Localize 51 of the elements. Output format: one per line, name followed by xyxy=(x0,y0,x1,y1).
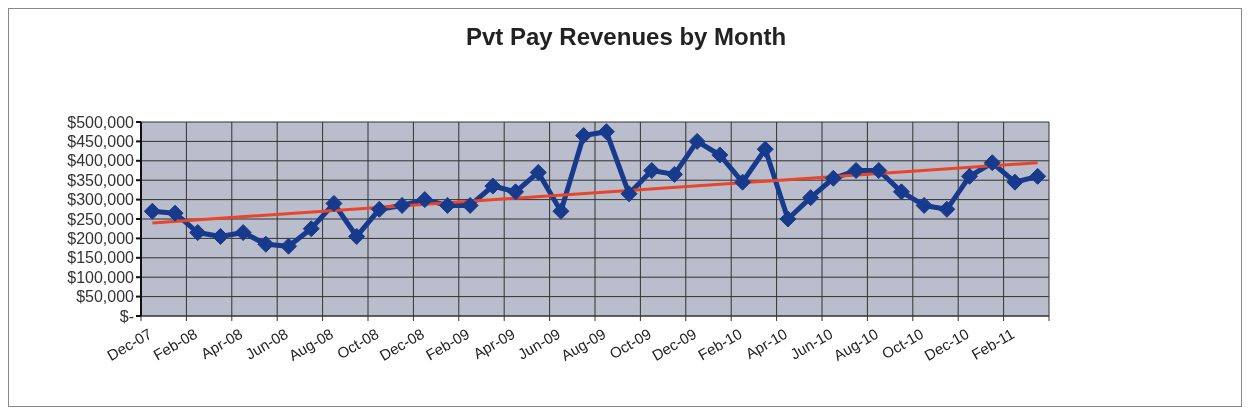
point xyxy=(552,202,570,220)
point xyxy=(734,173,752,191)
point xyxy=(597,123,615,141)
y-tick-label: $250,000 xyxy=(67,210,135,228)
y-tick-label: $450,000 xyxy=(67,133,135,151)
point xyxy=(870,162,888,179)
y-tick-label: $150,000 xyxy=(67,249,135,267)
point xyxy=(643,162,661,179)
y-tick-label: $400,000 xyxy=(67,152,135,170)
chart-title: Pvt Pay Revenues by Month xyxy=(464,23,788,51)
point xyxy=(824,169,842,187)
point xyxy=(438,196,456,214)
point xyxy=(802,189,820,207)
point xyxy=(688,132,706,150)
point xyxy=(575,127,593,145)
point xyxy=(166,204,184,222)
point xyxy=(257,235,275,253)
point xyxy=(211,227,229,245)
point xyxy=(393,196,411,214)
y-tick-label: $300,000 xyxy=(67,191,135,209)
point xyxy=(484,177,502,195)
point xyxy=(461,196,479,214)
y-tick-label: $350,000 xyxy=(67,171,135,189)
point xyxy=(325,194,343,212)
y-tick-label: $50,000 xyxy=(76,288,135,306)
point xyxy=(370,200,388,218)
point xyxy=(711,146,729,164)
y-tick-label: $100,000 xyxy=(67,268,135,286)
point xyxy=(961,167,979,185)
point xyxy=(1006,173,1024,191)
point xyxy=(915,196,933,214)
point xyxy=(280,237,298,255)
point xyxy=(1029,167,1047,185)
point xyxy=(416,191,434,209)
y-tick-label: $200,000 xyxy=(67,230,135,248)
y-tick-label: $500,000 xyxy=(67,113,135,131)
point xyxy=(779,210,797,228)
point xyxy=(529,163,547,181)
point xyxy=(938,200,956,218)
point xyxy=(143,202,161,220)
point xyxy=(892,183,910,201)
point xyxy=(620,185,638,203)
point xyxy=(302,220,320,238)
point xyxy=(234,224,252,242)
point xyxy=(756,140,774,158)
point xyxy=(507,183,525,201)
point xyxy=(348,227,366,245)
point xyxy=(189,224,207,242)
point xyxy=(983,154,1001,172)
y-tick-label: $- xyxy=(119,307,134,325)
point xyxy=(665,165,683,183)
